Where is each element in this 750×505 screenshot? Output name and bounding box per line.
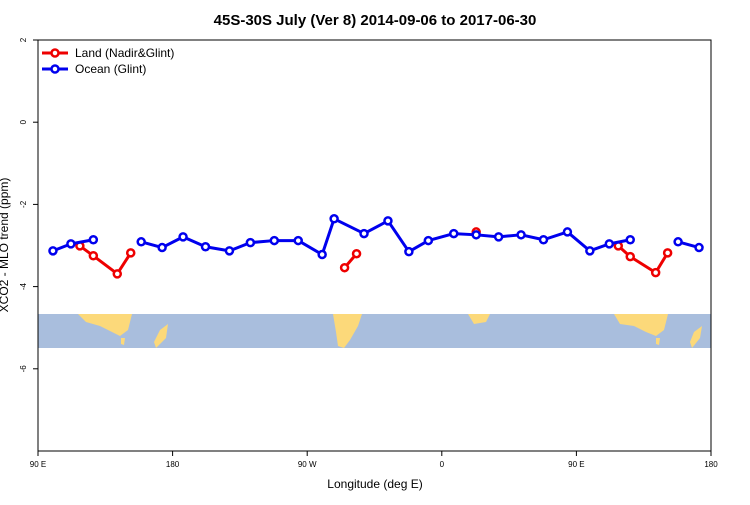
data-point xyxy=(351,248,362,259)
data-point xyxy=(136,237,146,247)
land-shape xyxy=(656,338,660,345)
data-point xyxy=(471,230,481,240)
data-point xyxy=(245,237,256,248)
x-tick-label: 0 xyxy=(440,460,445,469)
data-point xyxy=(538,234,549,245)
data-point xyxy=(88,251,99,261)
data-point xyxy=(493,232,504,242)
data-point xyxy=(383,216,393,226)
y-tick-label: -2 xyxy=(19,200,28,208)
land-shape xyxy=(154,324,168,348)
data-point xyxy=(423,235,434,246)
data-point xyxy=(694,242,704,253)
data-point xyxy=(112,269,123,279)
data-point xyxy=(673,237,683,247)
ocean-strip xyxy=(38,314,711,348)
chart-title: 45S-30S July (Ver 8) 2014-09-06 to 2017-… xyxy=(214,12,537,29)
x-tick-label: 90 W xyxy=(298,460,317,469)
data-point xyxy=(125,248,136,258)
data-point xyxy=(604,239,615,249)
data-point xyxy=(516,230,526,240)
y-tick-label: -6 xyxy=(19,365,28,373)
map-strip xyxy=(38,314,711,348)
y-axis-label: XCO2 - MLO trend (ppm) xyxy=(0,178,11,313)
land-shape xyxy=(690,326,702,348)
data-point xyxy=(48,246,58,256)
legend-label: Ocean (Glint) xyxy=(75,62,146,76)
legend-label: Land (Nadir&Glint) xyxy=(75,46,174,60)
data-point xyxy=(359,228,369,239)
data-point xyxy=(157,242,167,253)
data-point xyxy=(585,246,595,256)
data-point xyxy=(88,234,99,245)
x-tick-label: 90 E xyxy=(568,460,584,469)
legend-marker xyxy=(50,64,60,74)
x-tick-label: 180 xyxy=(166,460,180,469)
data-point xyxy=(662,248,673,258)
legend-marker xyxy=(50,48,60,58)
data-point xyxy=(293,235,303,246)
data-point xyxy=(66,239,76,249)
data-point xyxy=(329,214,339,224)
data-point xyxy=(178,232,188,242)
land-shape xyxy=(468,314,490,324)
data-point xyxy=(650,267,661,278)
land-shape xyxy=(78,314,132,336)
data-point xyxy=(625,251,635,262)
plot-frame xyxy=(37,39,712,452)
data-point xyxy=(224,246,235,256)
data-point xyxy=(625,234,635,245)
data-point xyxy=(404,246,414,257)
data-point xyxy=(339,262,350,273)
data-point xyxy=(269,235,280,246)
x-tick-label: 180 xyxy=(704,460,718,469)
land-shape xyxy=(614,314,668,336)
data-point xyxy=(449,228,459,239)
x-tick-label: 90 E xyxy=(30,460,46,469)
data-point xyxy=(200,241,211,252)
data-point xyxy=(317,249,327,260)
y-tick-label: 2 xyxy=(19,37,28,42)
land-shape xyxy=(121,338,125,345)
y-tick-label: -4 xyxy=(19,282,28,290)
data-point xyxy=(562,227,573,237)
y-tick-label: 0 xyxy=(19,119,28,124)
x-axis-label: Longitude (deg E) xyxy=(327,477,422,491)
land-shape xyxy=(333,314,362,348)
